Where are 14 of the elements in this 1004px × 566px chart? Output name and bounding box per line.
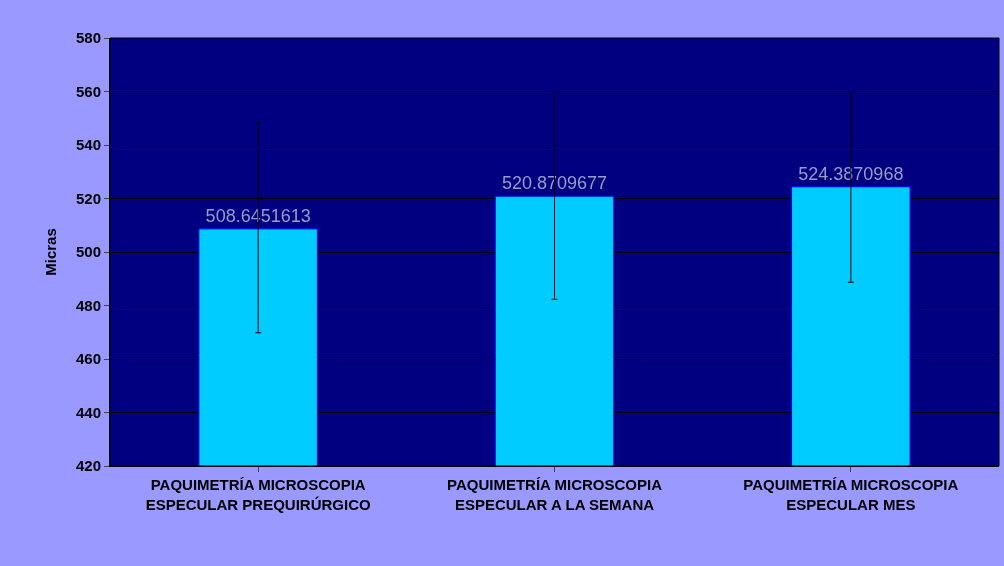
y-tick-label: 580 — [75, 29, 101, 47]
x-tick-label: PAQUIMETRÍA MICROSCOPIA ESPECULAR PREQUIRÚRGICO — [145, 476, 372, 513]
y-tick-label: 440 — [75, 403, 101, 421]
y-tick-label: 520 — [75, 189, 101, 207]
y-tick-label: 560 — [75, 82, 101, 100]
data-label: 508.6451613 — [205, 205, 311, 226]
y-tick-label: 540 — [75, 136, 101, 154]
y-tick-label: 420 — [75, 457, 101, 475]
x-tick-label: PAQUIMETRÍA MICROSCOPIA ESPECULAR MES — [743, 476, 959, 513]
y-axis-title: Micras — [42, 228, 60, 276]
y-tick-label: 480 — [75, 296, 101, 314]
x-tick-label: PAQUIMETRÍA MICROSCOPIA ESPECULAR A LA SEMANA — [446, 476, 663, 513]
y-tick-label: 460 — [75, 350, 101, 368]
y-tick-label: 500 — [75, 243, 101, 261]
